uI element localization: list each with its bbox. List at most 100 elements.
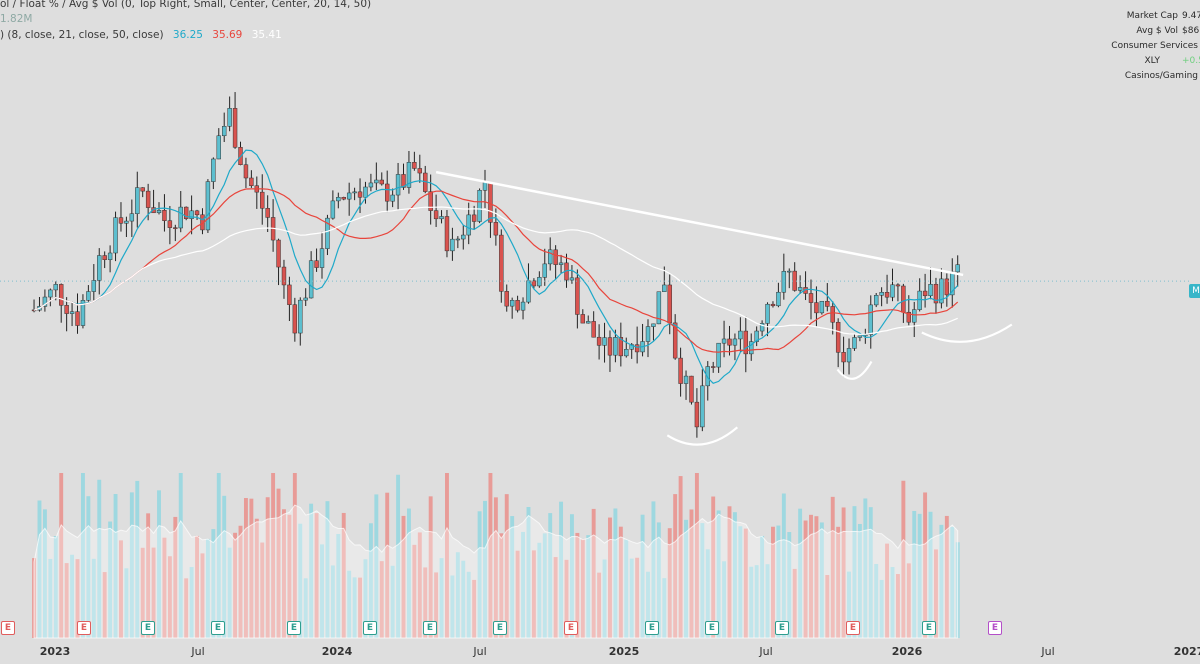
candle	[504, 284, 509, 312]
candle-body	[830, 306, 835, 323]
candle-body	[363, 186, 368, 198]
volume-bar	[819, 522, 824, 638]
info-row-etf: XLY +0.51	[1100, 54, 1200, 69]
candle	[901, 283, 906, 323]
earnings-badge[interactable]: E	[363, 621, 377, 635]
earnings-badge[interactable]: E	[846, 621, 860, 635]
candle-body	[357, 191, 363, 198]
volume-bar	[347, 570, 352, 638]
candle-body	[178, 206, 183, 229]
candle-body	[167, 220, 173, 228]
volume-bar	[216, 473, 221, 638]
earnings-badge[interactable]: E	[423, 621, 437, 635]
volume-bar	[874, 563, 879, 638]
candle	[781, 253, 787, 300]
candle-body	[700, 385, 705, 428]
trendline[interactable]	[435, 170, 964, 277]
earnings-badge[interactable]: E	[287, 621, 301, 635]
candle-body	[145, 190, 151, 208]
candle-body	[64, 305, 69, 314]
candle-body	[211, 158, 216, 182]
volume-bar	[417, 532, 422, 638]
candle-body	[738, 330, 743, 340]
annotations	[0, 170, 1189, 446]
volume-bar	[624, 539, 629, 638]
candle	[265, 195, 270, 233]
candle-body	[922, 290, 928, 297]
candle-body	[97, 255, 102, 281]
candle	[107, 245, 113, 273]
volume-bar	[336, 533, 341, 638]
info-row-industry: Casinos/Gaming	[1100, 69, 1200, 84]
candle	[281, 259, 287, 299]
earnings-badge[interactable]: E	[564, 621, 578, 635]
volume-bar	[646, 571, 650, 638]
candle	[211, 157, 216, 190]
volume-bar	[580, 539, 585, 638]
volume-bar	[754, 565, 759, 638]
candle-body	[466, 214, 471, 236]
candle	[808, 279, 814, 320]
volume-bar	[86, 496, 91, 638]
candle-body	[928, 283, 933, 297]
volume-bar	[890, 567, 895, 638]
volume-bar	[760, 535, 765, 638]
candle	[613, 329, 618, 363]
candle-body	[477, 190, 482, 222]
candle	[710, 361, 716, 373]
candle	[591, 311, 596, 338]
candle-body	[455, 238, 461, 241]
info-row-market-cap: Market Cap 9.47B	[1100, 9, 1200, 24]
volume-bar	[771, 526, 775, 638]
volume-bar	[939, 524, 944, 638]
earnings-badge[interactable]: E	[211, 621, 225, 635]
candle-body	[683, 375, 689, 384]
candle-body	[417, 168, 423, 174]
volume-bar	[635, 557, 640, 638]
volume-bar	[200, 553, 205, 638]
candle	[493, 208, 499, 246]
volume-bar	[91, 558, 96, 638]
candle	[308, 251, 314, 299]
earnings-badge[interactable]: E	[1, 621, 15, 635]
candle	[330, 190, 336, 220]
volume-bar	[406, 508, 411, 638]
candle	[232, 92, 238, 149]
candle	[922, 273, 928, 308]
earnings-badge[interactable]: E	[141, 621, 155, 635]
candle	[634, 326, 640, 364]
earnings-badge[interactable]: E	[922, 621, 936, 635]
volume-bar	[934, 549, 938, 638]
candle	[395, 162, 401, 210]
candle	[586, 315, 591, 324]
candle	[113, 211, 118, 262]
volume-bar	[689, 509, 694, 638]
volume-bar	[553, 557, 558, 638]
candle-body	[759, 323, 765, 332]
candle-body	[955, 264, 960, 273]
volume-bar	[684, 519, 688, 638]
earnings-badge[interactable]: E	[645, 621, 659, 635]
candle	[243, 157, 249, 188]
volume-bar	[352, 577, 357, 638]
earnings-badge[interactable]: E	[988, 621, 1002, 635]
volume-bar	[912, 510, 917, 638]
candle-body	[694, 401, 700, 428]
candle-body	[205, 181, 211, 231]
earnings-badge[interactable]: E	[705, 621, 719, 635]
volume-bar	[320, 544, 324, 638]
candle-body	[80, 300, 86, 326]
earnings-badge[interactable]: E	[493, 621, 507, 635]
candle	[933, 277, 939, 314]
volume-bar	[559, 501, 564, 638]
cup-base-arc	[921, 323, 1013, 343]
earnings-badge[interactable]: E	[775, 621, 789, 635]
candle-body	[596, 336, 602, 346]
volume-bar	[673, 494, 678, 638]
volume-bar	[330, 565, 335, 638]
earnings-badge[interactable]: E	[77, 621, 91, 635]
volume-bar	[358, 577, 362, 638]
candle	[140, 187, 145, 198]
candle	[91, 264, 97, 301]
